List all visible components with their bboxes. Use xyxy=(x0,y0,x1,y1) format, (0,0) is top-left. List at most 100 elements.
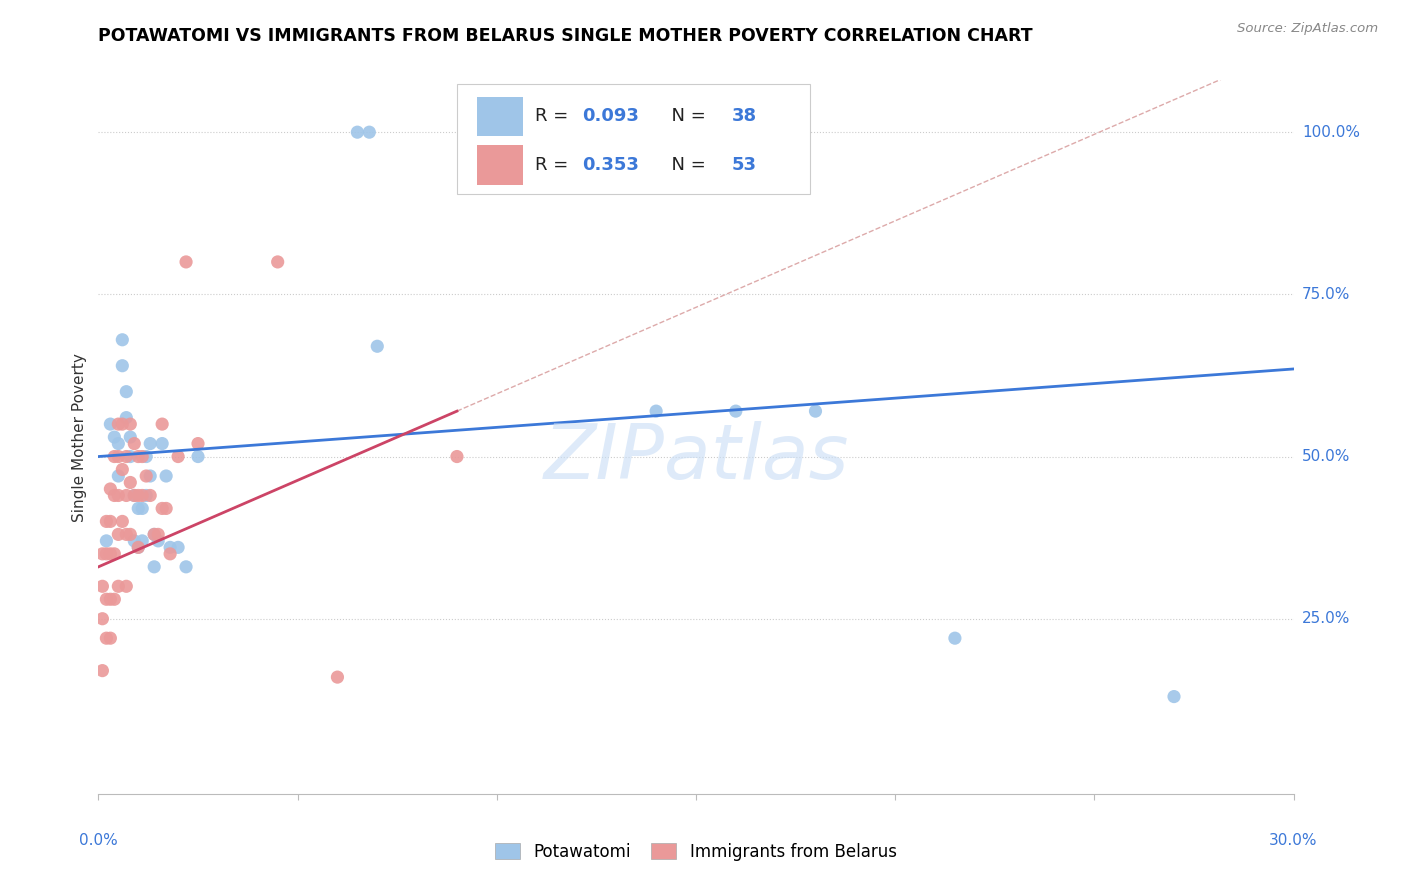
Point xyxy=(103,547,125,561)
Point xyxy=(115,579,138,593)
Point xyxy=(127,541,149,555)
Point xyxy=(131,533,153,548)
Point xyxy=(111,417,134,431)
Text: 30.0%: 30.0% xyxy=(1270,833,1317,847)
Point xyxy=(366,339,388,353)
Point xyxy=(135,450,157,464)
Point xyxy=(91,612,114,626)
Point xyxy=(107,436,129,450)
Point xyxy=(96,547,118,561)
Point xyxy=(103,592,125,607)
Point xyxy=(111,359,134,373)
FancyBboxPatch shape xyxy=(477,96,523,136)
Point xyxy=(107,469,129,483)
Point xyxy=(98,417,122,431)
Text: 0.353: 0.353 xyxy=(582,156,640,174)
Point xyxy=(120,475,142,490)
Point xyxy=(645,404,668,418)
Point xyxy=(174,559,197,574)
Point xyxy=(150,436,173,450)
Point xyxy=(91,664,114,678)
Point xyxy=(446,450,468,464)
Text: POTAWATOMI VS IMMIGRANTS FROM BELARUS SINGLE MOTHER POVERTY CORRELATION CHART: POTAWATOMI VS IMMIGRANTS FROM BELARUS SI… xyxy=(98,27,1033,45)
Point xyxy=(103,430,125,444)
Text: 50.0%: 50.0% xyxy=(1302,449,1350,464)
Point xyxy=(143,527,166,541)
Point xyxy=(359,125,381,139)
Point xyxy=(124,533,146,548)
Point xyxy=(107,488,129,502)
Point xyxy=(111,515,134,529)
Point xyxy=(98,592,122,607)
Text: 0.093: 0.093 xyxy=(582,107,640,126)
Point xyxy=(267,255,290,269)
Point xyxy=(131,501,153,516)
Text: ZIPatlas: ZIPatlas xyxy=(543,422,849,495)
Point xyxy=(150,501,173,516)
Point xyxy=(127,488,149,502)
Point xyxy=(943,631,966,645)
Point xyxy=(127,450,149,464)
Point xyxy=(120,527,142,541)
Point xyxy=(159,541,181,555)
Point xyxy=(107,579,129,593)
Point xyxy=(120,417,142,431)
Text: N =: N = xyxy=(661,107,711,126)
FancyBboxPatch shape xyxy=(477,145,523,185)
Point xyxy=(127,541,149,555)
Point xyxy=(131,450,153,464)
Text: 53: 53 xyxy=(733,156,756,174)
Point xyxy=(187,436,209,450)
Point xyxy=(131,488,153,502)
Point xyxy=(135,488,157,502)
Legend: Potawatomi, Immigrants from Belarus: Potawatomi, Immigrants from Belarus xyxy=(489,837,903,868)
Point xyxy=(115,488,138,502)
Point xyxy=(98,631,122,645)
Point xyxy=(143,527,166,541)
Point xyxy=(91,579,114,593)
Point xyxy=(96,533,118,548)
Point xyxy=(174,255,197,269)
Y-axis label: Single Mother Poverty: Single Mother Poverty xyxy=(72,352,87,522)
Point xyxy=(127,501,149,516)
Point xyxy=(96,515,118,529)
Point xyxy=(150,417,173,431)
Point xyxy=(326,670,349,684)
Point xyxy=(159,547,181,561)
Text: 0.0%: 0.0% xyxy=(79,833,118,847)
Point xyxy=(139,469,162,483)
Point xyxy=(120,430,142,444)
Text: R =: R = xyxy=(534,156,574,174)
Point xyxy=(107,417,129,431)
Text: Source: ZipAtlas.com: Source: ZipAtlas.com xyxy=(1237,22,1378,36)
Point xyxy=(124,488,146,502)
Point xyxy=(111,333,134,347)
Point xyxy=(139,436,162,450)
Text: 100.0%: 100.0% xyxy=(1302,125,1360,140)
Point xyxy=(135,469,157,483)
Point xyxy=(96,592,118,607)
Text: 38: 38 xyxy=(733,107,756,126)
Text: R =: R = xyxy=(534,107,574,126)
Point xyxy=(115,410,138,425)
Point xyxy=(107,450,129,464)
Point xyxy=(167,450,190,464)
Point xyxy=(167,541,190,555)
Point xyxy=(98,515,122,529)
Point xyxy=(124,436,146,450)
Point xyxy=(115,384,138,399)
Text: 75.0%: 75.0% xyxy=(1302,287,1350,301)
Point xyxy=(98,482,122,496)
Point xyxy=(120,450,142,464)
Point xyxy=(96,631,118,645)
Point xyxy=(346,125,368,139)
Point xyxy=(1163,690,1185,704)
Point xyxy=(115,527,138,541)
Point xyxy=(187,450,209,464)
FancyBboxPatch shape xyxy=(457,84,810,194)
Point xyxy=(724,404,747,418)
Point xyxy=(139,488,162,502)
Point xyxy=(103,488,125,502)
Point xyxy=(148,527,170,541)
Text: N =: N = xyxy=(661,156,711,174)
